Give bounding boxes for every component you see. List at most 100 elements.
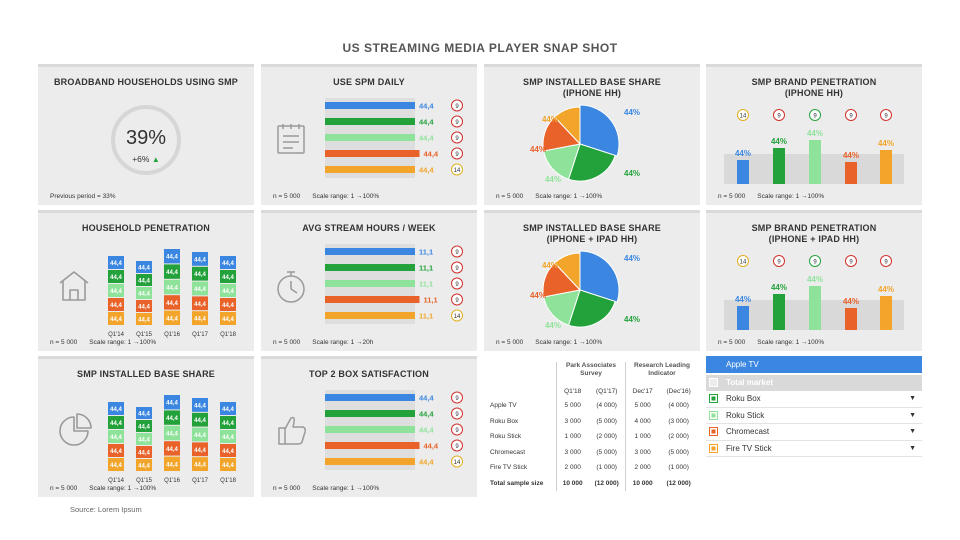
table-subheader: Dec'17 bbox=[625, 384, 660, 398]
bar-value-label: 44% bbox=[807, 275, 823, 284]
previous-period: Previous period = 33% bbox=[50, 193, 116, 200]
cell: 2 000 bbox=[625, 460, 660, 476]
bar-value-label: 11,1 bbox=[419, 280, 433, 289]
panel-footer: n = 5 000 Scale range: 1 →100% bbox=[273, 485, 391, 492]
segment-label: 44,4 bbox=[110, 463, 122, 469]
segment-label: 44,4 bbox=[194, 403, 206, 409]
stack-segment bbox=[192, 252, 208, 266]
x-tick-label: Q1'15 bbox=[136, 478, 152, 484]
stack-segment bbox=[164, 441, 180, 456]
segment-label: 44,4 bbox=[194, 257, 206, 263]
legend-swatch bbox=[709, 410, 718, 420]
bar-value-label: 11,1 bbox=[419, 312, 433, 321]
legend-item-roku-box[interactable]: Roku Box ▼ bbox=[706, 391, 922, 408]
pie-slice-label: 44% bbox=[624, 108, 640, 117]
bar bbox=[325, 426, 415, 433]
rank-badge bbox=[451, 309, 463, 322]
table-row-total: Total sample size 10 000 (12 000) 10 000… bbox=[486, 475, 698, 491]
panel-brand-iphone: SMP BRAND PENETRATION (IPHONE HH) 44% 14 4… bbox=[706, 64, 922, 205]
bar-value-label: 44,4 bbox=[419, 118, 434, 127]
rank-badge-label: 14 bbox=[454, 460, 461, 466]
vbar-chart-brand-iphone: 44% 14 44% 9 44% 9 44% 9 44% 9 bbox=[724, 109, 904, 184]
pie-slice bbox=[553, 252, 581, 292]
cell: 1 000 bbox=[556, 429, 589, 445]
stack-segment bbox=[136, 459, 152, 471]
segment-label: 44,4 bbox=[138, 451, 150, 457]
rank-badge-label: 9 bbox=[884, 259, 888, 265]
bar bbox=[325, 312, 415, 319]
rank-badge bbox=[451, 391, 463, 404]
cell: 3 000 bbox=[625, 444, 660, 460]
legend-item-fire-tv-stick[interactable]: Fire TV Stick ▼ bbox=[706, 441, 922, 457]
bar bbox=[773, 294, 785, 330]
pie-slice bbox=[553, 106, 581, 146]
rank-badge-label: 9 bbox=[455, 266, 459, 272]
segment-label: 44,4 bbox=[166, 270, 178, 276]
panel-installed-iphone: SMP INSTALLED BASE SHARE (IPHONE HH) 44%… bbox=[484, 64, 700, 205]
segment-label: 44,4 bbox=[166, 432, 178, 438]
legend-item-chromecast[interactable]: Chromecast ▼ bbox=[706, 424, 922, 441]
scale-range: Scale range: 1 →100% bbox=[535, 193, 603, 200]
panel-household: HOUSEHOLD PENETRATION 44,4 44,4 44,4 44,4 44… bbox=[38, 210, 254, 351]
sample-size: n = 5 000 bbox=[496, 193, 524, 200]
stack-segment bbox=[108, 458, 124, 471]
rank-badge bbox=[451, 261, 463, 274]
cell: 5 000 bbox=[556, 398, 589, 414]
cell: (4 000) bbox=[596, 402, 617, 410]
vbar-chart-brand-ipad: 44% 14 44% 9 44% 9 44% 9 44% 9 bbox=[724, 255, 904, 330]
stack-segment bbox=[164, 456, 180, 471]
cell: (12 000) bbox=[666, 479, 691, 487]
stack-segment bbox=[192, 442, 208, 457]
x-tick-label: Q1'18 bbox=[220, 478, 236, 484]
scale-range: Scale range: 1 →20h bbox=[312, 339, 374, 346]
pie-slice-label: 44% bbox=[624, 254, 640, 263]
panel-title: SMP INSTALLED BASE SHARE (IPHONE HH) bbox=[523, 77, 661, 98]
sample-size: n = 5 000 bbox=[496, 339, 524, 346]
stack-segment bbox=[220, 256, 236, 269]
stack-segment bbox=[164, 310, 180, 325]
house-icon bbox=[59, 271, 89, 301]
bar-value-label: 44% bbox=[735, 295, 751, 304]
segment-label: 44,4 bbox=[110, 407, 122, 413]
legend-swatch bbox=[709, 443, 718, 453]
panel-installed-share: SMP INSTALLED BASE SHARE 44,4 44,4 44,4 44,… bbox=[38, 356, 254, 497]
legend-item-total-market[interactable]: Total market bbox=[706, 374, 922, 391]
stack-segment bbox=[108, 312, 124, 325]
dropdown-arrow-icon[interactable]: ▼ bbox=[909, 411, 916, 419]
stack-segment bbox=[136, 433, 152, 445]
rank-badge-label: 9 bbox=[455, 282, 459, 288]
stack-segment bbox=[220, 402, 236, 415]
legend-item-apple-tv[interactable]: Apple TV bbox=[706, 356, 922, 373]
stack-segment bbox=[192, 427, 208, 442]
sample-size: n = 5 000 bbox=[50, 339, 78, 346]
rank-badge-label: 14 bbox=[740, 113, 747, 119]
stack-segment bbox=[108, 298, 124, 311]
rank-badge bbox=[451, 131, 463, 144]
bar bbox=[325, 134, 415, 141]
hbar-chart-stream-hours: 11,1 9 11,1 9 11,1 9 11,1 9 11,1 14 bbox=[277, 244, 463, 324]
document-icon bbox=[277, 124, 305, 154]
panel-footer: n = 5 000 Scale range: 1 →100% bbox=[496, 339, 614, 346]
dropdown-arrow-icon[interactable]: ▼ bbox=[909, 428, 916, 435]
bar bbox=[809, 286, 821, 330]
segment-label: 44,4 bbox=[166, 401, 178, 407]
bar bbox=[325, 118, 415, 125]
sample-size: n = 5 000 bbox=[273, 485, 301, 492]
bar-value-label: 44% bbox=[843, 297, 859, 306]
table-group-header: Park Associates Survey bbox=[556, 362, 626, 384]
dropdown-arrow-icon[interactable]: ▼ bbox=[909, 395, 916, 402]
legend-item-roku-stick[interactable]: Roku Stick ▼ bbox=[706, 408, 922, 424]
dropdown-arrow-icon[interactable]: ▼ bbox=[909, 444, 916, 452]
pie-slice bbox=[567, 289, 616, 328]
stack-segment bbox=[164, 295, 180, 310]
gauge-ring bbox=[111, 105, 181, 175]
rank-badge-label: 9 bbox=[455, 120, 459, 126]
row-label: Roku Stick bbox=[490, 433, 522, 441]
stack-segment bbox=[164, 425, 180, 441]
cell: 3 000 bbox=[556, 413, 589, 429]
legend-label: Chromecast bbox=[726, 427, 770, 437]
stack-segment bbox=[136, 407, 152, 419]
bar-value-label: 44,4 bbox=[424, 150, 439, 159]
table-row: Roku Stick 1 000 (2 000) 1 000 (2 000) bbox=[486, 429, 698, 445]
segment-label: 44,4 bbox=[166, 416, 178, 422]
